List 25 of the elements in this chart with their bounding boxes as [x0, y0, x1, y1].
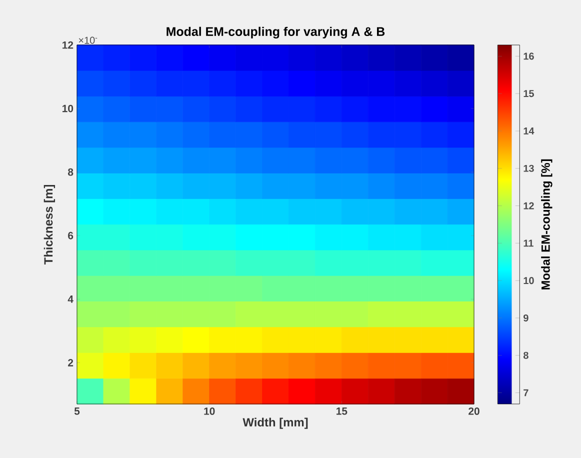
y-tick-label: 10: [62, 104, 74, 112]
y-tick-label: 12: [62, 41, 74, 49]
x-tick-label: 5: [74, 408, 80, 415]
y-tick-label: 6: [68, 232, 74, 240]
y-axis-title: Thickness [m]: [44, 184, 56, 265]
y-tick-label: 2: [68, 359, 74, 366]
x-tick-label: 10: [204, 408, 215, 415]
color-bar-label: 12: [524, 202, 534, 210]
color-bar-label: 14: [524, 128, 534, 134]
color-bar-label: 7: [524, 389, 528, 396]
color-bar-label: 16: [524, 52, 534, 60]
color-bar-label: 13: [524, 164, 534, 172]
color-bar-label: 9: [524, 314, 528, 322]
chart-title: Modal EM-coupling for varying A & B: [166, 26, 385, 38]
color-bar-title: Modal EM-coupling [%]: [541, 159, 552, 290]
y-tick-label: 4: [68, 296, 74, 303]
y-tick-label: 8: [68, 168, 74, 176]
color-bar-label: 10: [524, 277, 534, 284]
color-bar-label: 15: [524, 90, 534, 98]
x-axis-title: Width [mm]: [242, 418, 308, 429]
text: ×10$^{-}$: [78, 36, 98, 44]
color-bar-label: 11: [524, 240, 534, 247]
x-tick-label: 15: [336, 408, 348, 415]
x-tick-label: 20: [468, 408, 480, 415]
color-bar-label: 8: [523, 352, 528, 359]
